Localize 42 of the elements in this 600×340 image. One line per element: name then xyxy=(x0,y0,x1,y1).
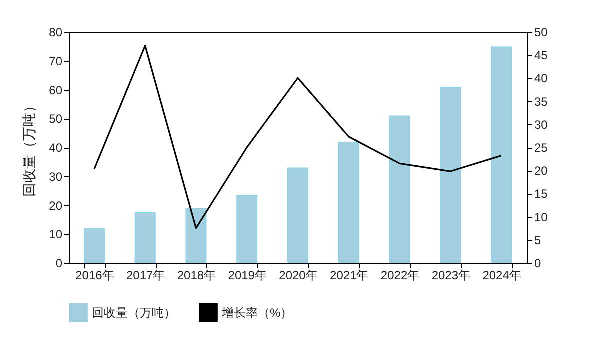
x-tick-label: 2020年 xyxy=(279,268,318,282)
y-tick-label: 70 xyxy=(49,54,63,68)
y-tick-label: 80 xyxy=(49,26,63,40)
bar xyxy=(389,116,410,264)
x-tick-label: 2017年 xyxy=(126,268,166,282)
x-tick-label: 2016年 xyxy=(76,268,114,282)
y-tick-label: 30 xyxy=(49,170,63,184)
x-tick-label: 2022年 xyxy=(380,268,420,282)
x-tick-label: 2024年 xyxy=(482,268,522,282)
y2-tick-label: 50 xyxy=(534,26,548,40)
bar xyxy=(134,212,156,264)
x-tick-label: 2019年 xyxy=(228,268,267,282)
bar xyxy=(186,208,207,264)
y2-tick-label: 30 xyxy=(534,118,548,132)
y-tick-label: 0 xyxy=(56,256,63,270)
y-tick-label: 40 xyxy=(49,141,63,155)
legend-label: 增长率（%） xyxy=(221,306,293,320)
y2-tick-label: 40 xyxy=(534,72,548,86)
bar xyxy=(288,168,308,264)
x-tick-label: 2018年 xyxy=(177,268,216,282)
bar xyxy=(84,228,105,264)
bar xyxy=(440,87,462,264)
y-tick-label: 20 xyxy=(49,198,63,213)
y-tick-label: 60 xyxy=(49,83,63,98)
bar xyxy=(338,142,360,264)
y2-tick-label: 15 xyxy=(534,187,548,202)
y2-tick-label: 5 xyxy=(534,233,542,248)
y2-tick-label: 25 xyxy=(534,141,548,155)
y-axis-title: 回收量（万吨） xyxy=(21,99,38,197)
y2-tick-label: 20 xyxy=(534,164,548,178)
y2-tick-label: 0 xyxy=(534,256,542,270)
y2-tick-label: 10 xyxy=(534,210,548,224)
y-tick-label: 10 xyxy=(49,228,63,242)
x-tick-label: 2021年 xyxy=(330,268,369,282)
y2-tick-label: 45 xyxy=(534,48,548,63)
y-tick-label: 50 xyxy=(49,112,63,126)
bar xyxy=(236,195,258,264)
line-series xyxy=(94,45,502,230)
bar xyxy=(491,46,512,264)
legend-label: 回收量（万吨） xyxy=(92,306,176,320)
y2-tick-label: 35 xyxy=(534,94,548,109)
x-tick-label: 2023年 xyxy=(432,268,471,282)
